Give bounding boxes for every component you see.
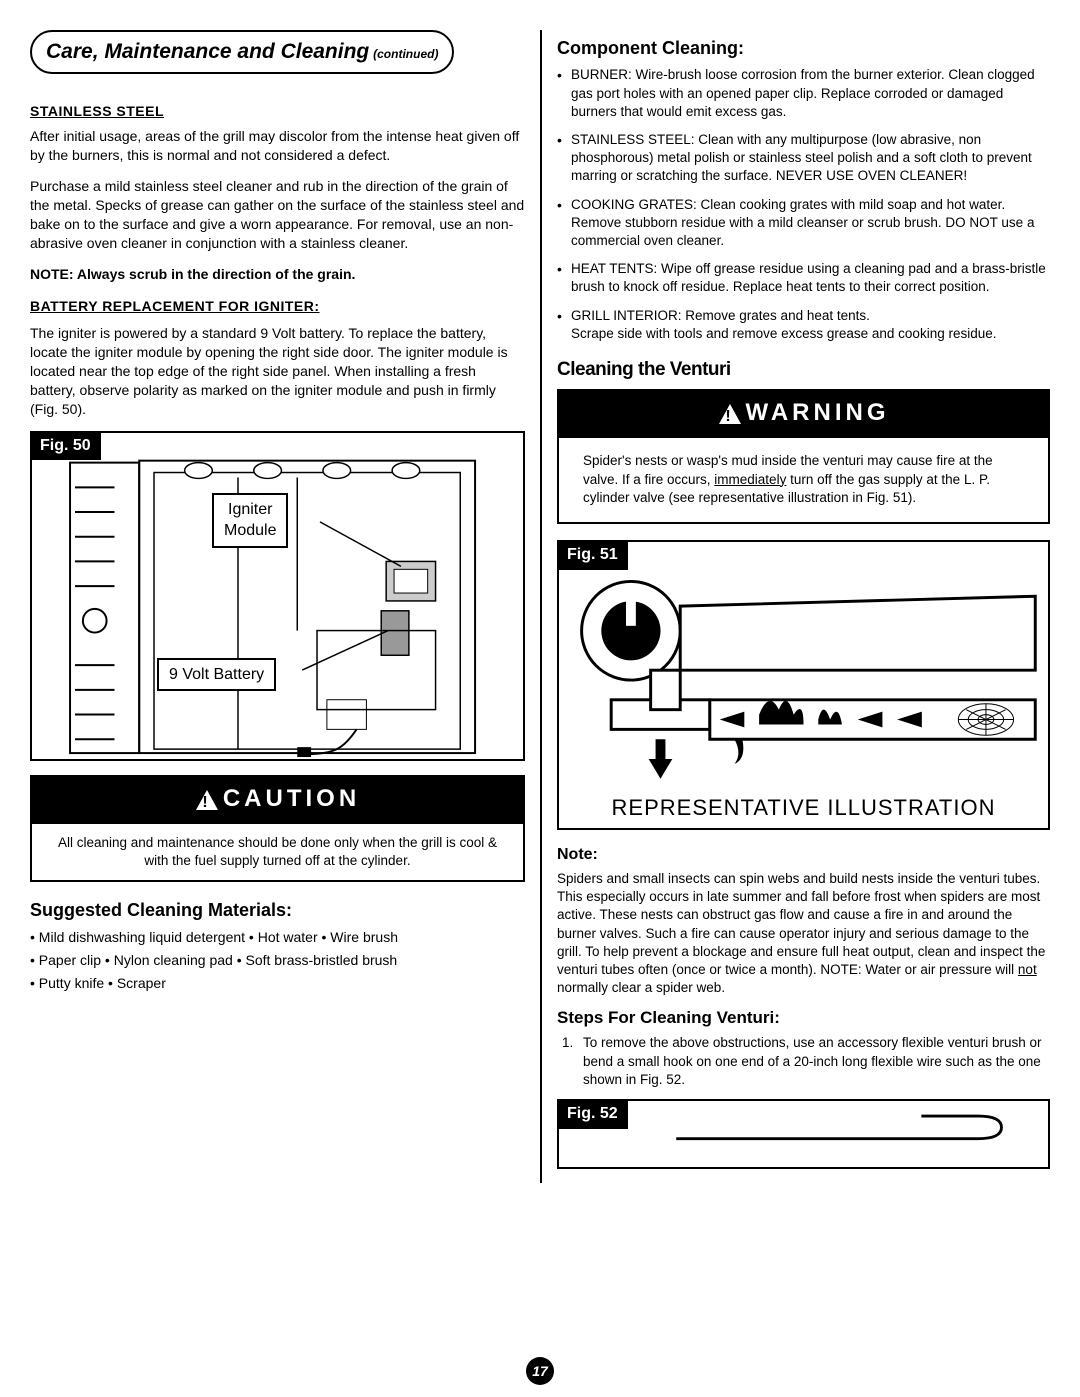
warning-body: Spider's nests or wasp's mud inside the … <box>557 438 1050 525</box>
fig50-callout-igniter: Igniter Module <box>212 493 288 548</box>
fig51-label: Fig. 51 <box>557 540 628 570</box>
figure-50: Fig. 50 <box>30 431 525 761</box>
component-item: STAINLESS STEEL: Clean with any multipur… <box>557 131 1050 186</box>
note-heading: Note: <box>557 844 1050 866</box>
fig52-illustration <box>559 1101 1048 1167</box>
fig52-label: Fig. 52 <box>557 1099 628 1129</box>
warning-bar: ! WARNING <box>557 389 1050 438</box>
fig50-label: Fig. 50 <box>30 431 101 461</box>
warning-triangle-icon: ! <box>718 397 742 429</box>
component-item: COOKING GRATES: Clean cooking grates wit… <box>557 196 1050 251</box>
component-item: HEAT TENTS: Wipe off grease residue usin… <box>557 260 1050 296</box>
caution-title: CAUTION <box>223 785 360 812</box>
fig50-callout-battery: 9 Volt Battery <box>157 658 276 692</box>
section-title-text: Care, Maintenance and Cleaning <box>46 40 369 63</box>
venturi-heading: Cleaning the Venturi <box>557 357 1050 383</box>
materials-line3: • Putty knife • Scraper <box>30 974 525 993</box>
steps-list: To remove the above obstructions, use an… <box>557 1034 1050 1089</box>
battery-p: The igniter is powered by a standard 9 V… <box>30 324 525 418</box>
figure-52: Fig. 52 <box>557 1099 1050 1169</box>
materials-line2: • Paper clip • Nylon cleaning pad • Soft… <box>30 951 525 970</box>
page-number-text: 17 <box>526 1357 554 1385</box>
component-item: BURNER: Wire-brush loose corrosion from … <box>557 66 1050 121</box>
steps-heading: Steps For Cleaning Venturi: <box>557 1007 1050 1030</box>
stainless-heading: STAINLESS STEEL <box>30 102 525 121</box>
left-column: Care, Maintenance and Cleaning (continue… <box>30 30 540 1183</box>
battery-heading: BATTERY REPLACEMENT FOR IGNITER: <box>30 297 525 316</box>
stainless-note: NOTE: Always scrub in the direction of t… <box>30 265 525 284</box>
caution-body: All cleaning and maintenance should be d… <box>30 824 525 882</box>
svg-text:!: ! <box>202 794 211 811</box>
stainless-p2: Purchase a mild stainless steel cleaner … <box>30 177 525 253</box>
warning-title: WARNING <box>746 399 890 426</box>
component-list: BURNER: Wire-brush loose corrosion from … <box>557 66 1050 343</box>
component-heading: Component Cleaning: <box>557 36 1050 60</box>
step-item: To remove the above obstructions, use an… <box>577 1034 1050 1089</box>
figure-51: Fig. 51 <box>557 540 1050 830</box>
fig50-illustration <box>32 433 523 759</box>
section-title-continued: (continued) <box>373 47 438 61</box>
page-number: 17 <box>526 1357 554 1385</box>
component-item: GRILL INTERIOR: Remove grates and heat t… <box>557 307 1050 343</box>
note-body: Spiders and small insects can spin webs … <box>557 870 1050 998</box>
caution-bar: ! CAUTION <box>30 775 525 824</box>
fig51-caption: REPRESENTATIVE ILLUSTRATION <box>559 793 1048 823</box>
stainless-p1: After initial usage, areas of the grill … <box>30 127 525 165</box>
svg-text:!: ! <box>725 408 734 425</box>
section-title: Care, Maintenance and Cleaning (continue… <box>30 30 454 74</box>
materials-heading: Suggested Cleaning Materials: <box>30 898 525 922</box>
materials-line1: • Mild dishwashing liquid detergent • Ho… <box>30 928 525 947</box>
warning-triangle-icon: ! <box>195 783 219 815</box>
fig51-illustration <box>559 542 1048 828</box>
right-column: Component Cleaning: BURNER: Wire-brush l… <box>540 30 1050 1183</box>
